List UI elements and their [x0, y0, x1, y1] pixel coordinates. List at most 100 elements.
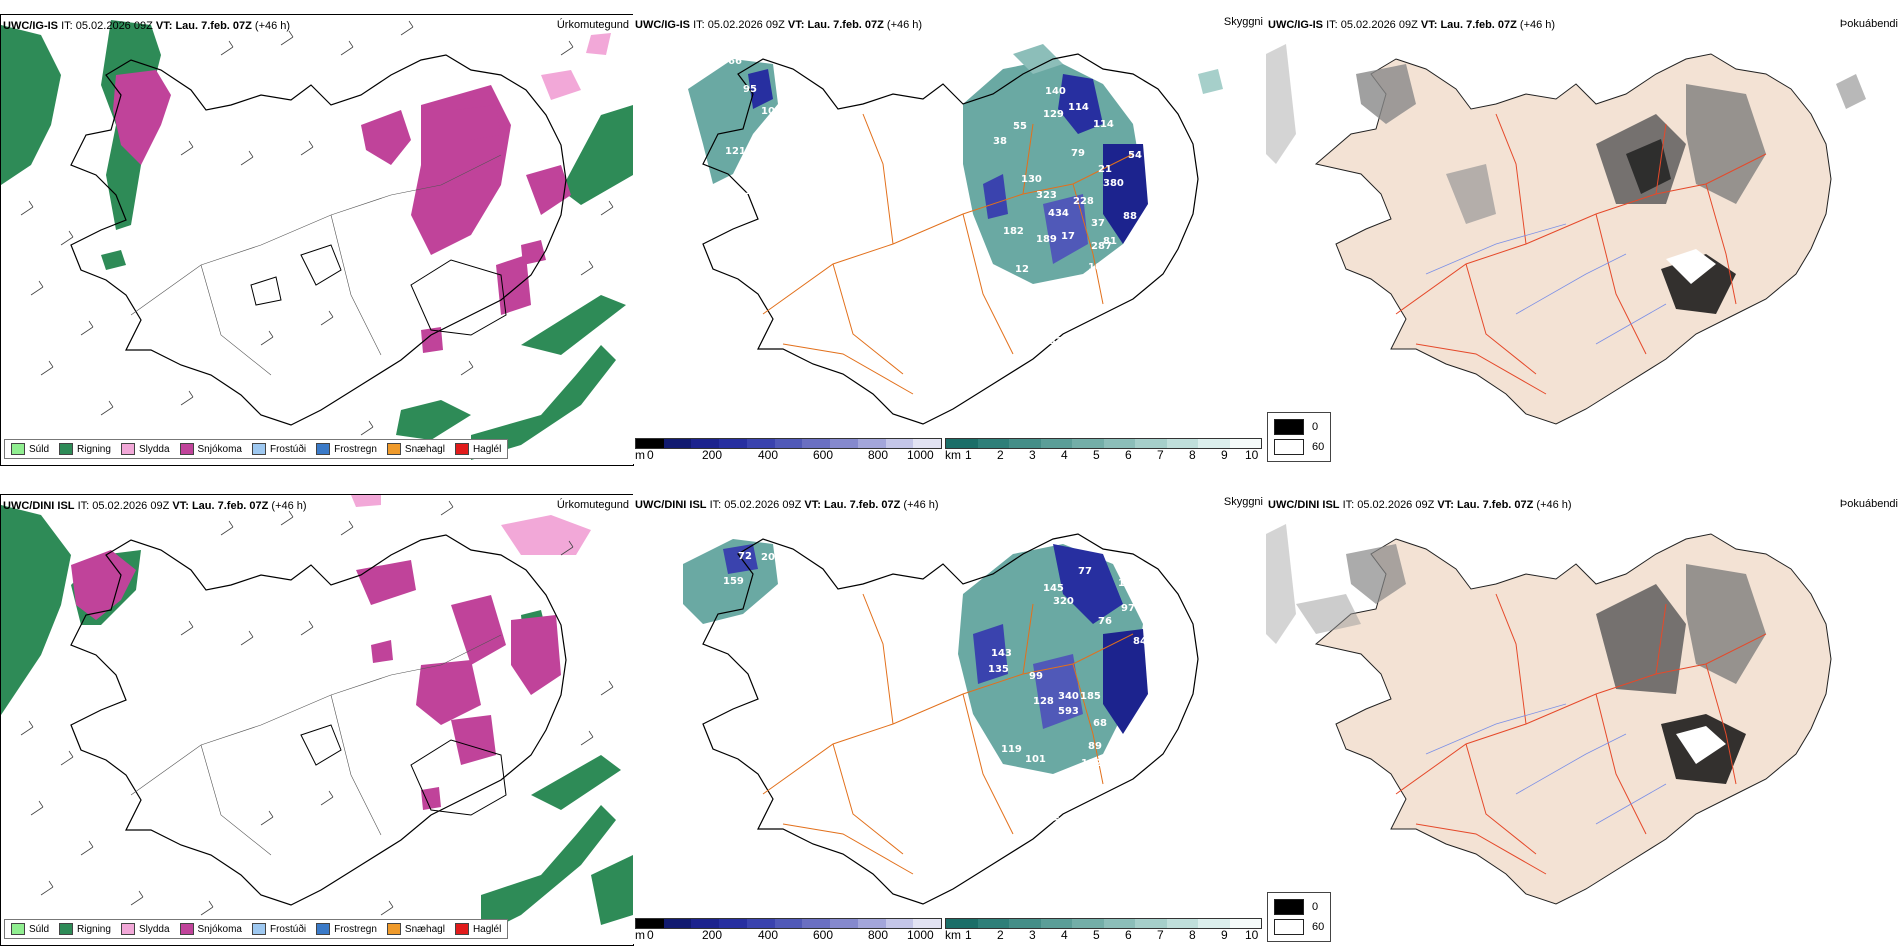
fog-area: [1266, 44, 1296, 164]
visibility-map-canvas: 66 95 10 121 135 137 140 129 114 114 55 …: [688, 44, 1223, 425]
iceland-coastline: [70, 54, 567, 426]
ceiling-label: 340: [1058, 691, 1079, 702]
glacier-outline: [300, 724, 342, 766]
glacier-outline: [410, 739, 507, 816]
ceiling-label: 89: [1088, 741, 1102, 752]
roads: [130, 154, 502, 376]
ceiling-label: 68: [1093, 718, 1107, 729]
ceiling-label: 81: [1103, 236, 1117, 247]
ceiling-label: 79: [1071, 148, 1085, 159]
ceiling-colorbar: m 0 200 400 600 800 1000: [635, 918, 942, 944]
panel-header: UWC/IG-IS IT: 05.02.2026 09Z VT: Lau. 7.…: [1268, 19, 1556, 31]
legend-item-drizzle: Súld: [11, 443, 49, 455]
ceiling-label: 39: [1085, 774, 1099, 785]
ceiling-label: 380: [1103, 178, 1124, 189]
legend-item-freezing-rain: Frostregn: [316, 923, 377, 935]
fog-index-map-row1: UWC/IG-IS IT: 05.02.2026 09Z VT: Lau. 7.…: [1266, 14, 1900, 464]
sleet-area: [351, 495, 381, 507]
ceiling-label: 119: [1001, 744, 1022, 755]
low-visibility-area: [1198, 69, 1223, 94]
low-ceiling-area: [723, 544, 758, 574]
snow-area: [451, 595, 506, 665]
rain-area: [561, 105, 633, 205]
ceiling-labels: 72 206 159 63 77 108 145 320 97 58 76 84…: [671, 551, 1177, 827]
panel-header: UWC/IG-IS IT: 05.02.2026 09Z VT: Lau. 7.…: [635, 19, 923, 31]
low-ceiling-area: [1103, 629, 1148, 734]
ceiling-label: 143: [991, 648, 1012, 659]
glacier-outline: [250, 276, 282, 306]
ceiling-labels: 66 95 10 121 135 137 140 129 114 114 55 …: [725, 56, 1167, 347]
fog-area: [1666, 249, 1716, 284]
ceiling-label: 114: [1093, 119, 1114, 130]
rivers: [1425, 223, 1667, 345]
legend-item-freezing-drizzle: Frostúði: [251, 443, 306, 455]
colorbar-unit: m: [635, 448, 645, 462]
fog-area: [1686, 564, 1766, 684]
ceiling-label: 287: [1091, 241, 1112, 252]
ceiling-label: 7: [948, 676, 955, 687]
precip-map-canvas: [1, 495, 633, 936]
ceiling-label: 70: [1163, 676, 1177, 687]
rain-area: [396, 400, 471, 440]
ceiling-label: 95: [743, 84, 757, 95]
rain-area: [591, 855, 633, 925]
fog-area: [1836, 74, 1866, 109]
sleet-area: [541, 70, 581, 100]
iceland-coastline: [702, 53, 1199, 425]
visibility-colorbar: km 1 2 3 4 5 6 7 8 9 10: [945, 438, 1262, 464]
rivers: [1425, 703, 1667, 825]
ceiling-label: 101: [1025, 754, 1046, 765]
ceiling-label: 103: [1088, 262, 1109, 273]
precip-legend: Súld Rigning Slydda Snjókoma Frostúði Fr…: [4, 919, 509, 939]
ceiling-label: 66: [1163, 646, 1177, 657]
sleet-area: [501, 515, 591, 555]
low-ceiling-area: [973, 624, 1008, 684]
fog-area: [1356, 64, 1416, 124]
snow-area: [421, 327, 443, 353]
ceiling-label: 206: [761, 552, 782, 563]
snow-area: [496, 255, 531, 315]
ceiling-label: 189: [1036, 234, 1057, 245]
rain-area: [481, 805, 616, 935]
ceiling-label: 90: [1123, 734, 1137, 745]
snow-area: [361, 110, 411, 165]
ceiling-label: 38: [993, 136, 1007, 147]
snow-area: [356, 560, 416, 605]
fog-area: [1686, 84, 1766, 204]
legend-item-snow-pellets: Snæhagl: [386, 923, 445, 935]
fog-area: [1676, 726, 1726, 764]
rain-area: [1, 25, 61, 185]
ceiling-label: 58: [1145, 599, 1159, 610]
snow-area: [526, 165, 571, 215]
snow-area: [456, 105, 501, 140]
ceiling-label: 228: [1073, 196, 1094, 207]
snow-area: [71, 550, 136, 620]
legend-item-drizzle: Súld: [11, 923, 49, 935]
panel-title: Skyggni: [1223, 496, 1263, 508]
roads: [130, 634, 502, 856]
ceiling-label: 55: [1013, 121, 1027, 132]
snow-area: [451, 715, 496, 765]
panel-title: Þokuábendi: [1839, 498, 1898, 510]
ceiling-label: 121: [725, 146, 746, 157]
panel-title: Skyggni: [1223, 16, 1263, 28]
fog-area: [1626, 139, 1671, 194]
ceiling-label: 434: [1048, 208, 1069, 219]
low-ceiling-area: [1058, 74, 1103, 134]
ceiling-label: 54: [1128, 150, 1142, 161]
snow-area: [511, 615, 561, 695]
ceiling-label: 88: [1123, 211, 1137, 222]
snow-area: [371, 640, 393, 663]
glacier-outline: [300, 244, 342, 286]
fog-area: [1266, 524, 1296, 644]
rain-area: [521, 295, 626, 355]
ceiling-label: 99: [1029, 671, 1043, 682]
low-ceiling-area: [1033, 654, 1083, 729]
visibility-map-row1: 66 95 10 121 135 137 140 129 114 114 55 …: [633, 14, 1265, 464]
ceiling-label: 97: [1121, 603, 1135, 614]
ceiling-label: 137: [745, 186, 766, 197]
iceland-coastline: [702, 533, 1199, 905]
fog-map-canvas: [1266, 524, 1832, 905]
ceiling-colorbar: m 0 200 400 600 800 1000: [635, 438, 942, 464]
roads: [762, 113, 1134, 395]
